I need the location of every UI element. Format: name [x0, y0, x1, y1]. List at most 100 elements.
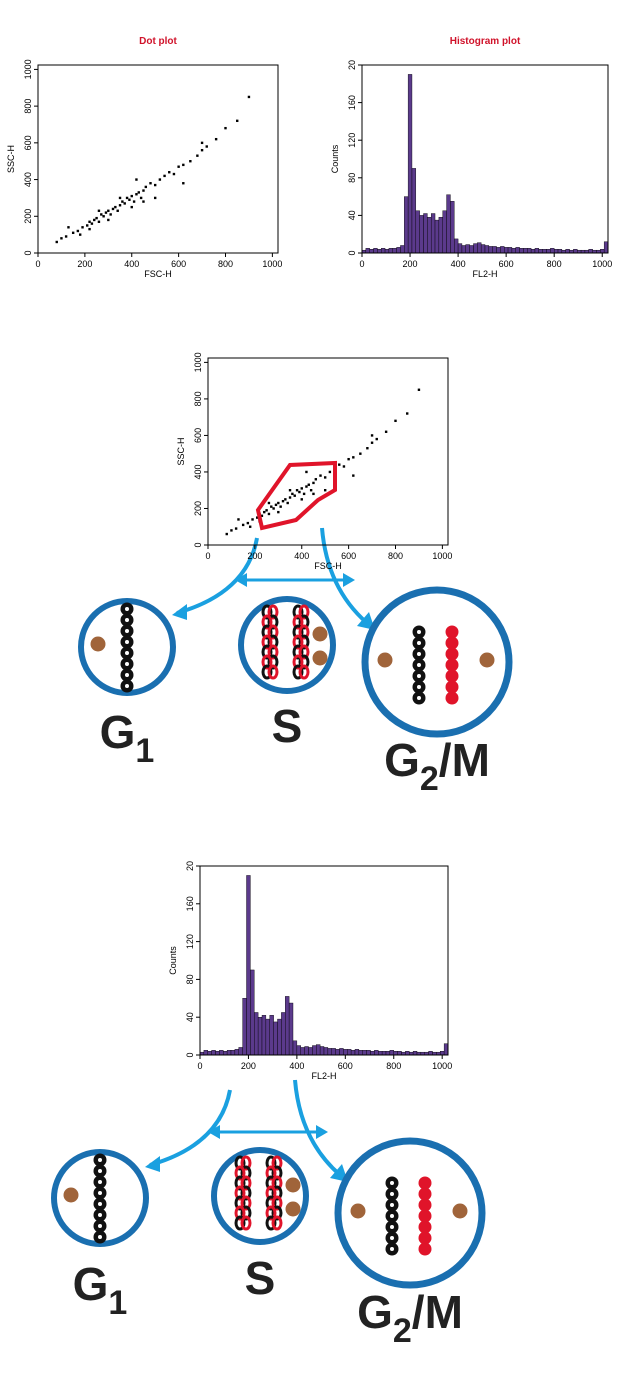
bar [411, 168, 417, 254]
bar [542, 249, 547, 254]
chromatid-centre [98, 1180, 102, 1184]
bar [292, 1040, 298, 1056]
strand [261, 654, 273, 670]
y-tick-label: 0 [193, 542, 203, 547]
y-axis-label: SSC-H [176, 437, 186, 465]
bar [511, 248, 516, 254]
bar [427, 217, 432, 254]
chromatid [418, 1198, 432, 1212]
chromatid-centre [417, 641, 421, 645]
bar [277, 1018, 282, 1056]
dot [163, 174, 166, 178]
bar [285, 996, 290, 1056]
nucleolus [90, 636, 106, 652]
x-tick-label: 800 [386, 1061, 401, 1071]
bar [423, 213, 428, 254]
chromatid-centre [125, 673, 129, 677]
x-axis-label: FL2-H [472, 269, 497, 279]
plot-frame [207, 357, 449, 546]
strand [265, 1165, 277, 1181]
bar [365, 248, 370, 254]
chromatid [445, 647, 459, 661]
bar [496, 247, 501, 254]
phase-label: G2/M [357, 1286, 463, 1350]
bar [288, 1002, 294, 1056]
chromatid [445, 680, 459, 694]
bar [354, 1049, 360, 1056]
strand [240, 1205, 252, 1221]
y-tick-label: 600 [193, 428, 203, 443]
strand [298, 624, 310, 640]
bar [308, 1047, 313, 1056]
chromatid-centre [390, 1181, 394, 1185]
y-tick-label: 0 [185, 1052, 195, 1057]
dot [338, 463, 341, 466]
strand [271, 1175, 283, 1191]
phase-subscript: 2 [393, 1312, 412, 1350]
bar [546, 249, 551, 254]
bar [238, 1047, 243, 1056]
y-tick-label: 120 [347, 133, 357, 148]
dot [375, 437, 378, 441]
strand [271, 1215, 283, 1231]
histogram-plot: 0 200 400 600 800 1000 0 40 80 120 160 20 FL2-H Count… [330, 60, 612, 279]
dot [71, 231, 75, 235]
dot [247, 95, 251, 99]
dot [366, 447, 369, 450]
chromatid-centre [125, 684, 129, 688]
dot [196, 154, 199, 157]
strand [267, 634, 279, 650]
bar [331, 1048, 336, 1056]
arrow-head [357, 612, 375, 630]
dot [189, 160, 192, 163]
y-tick-label: 120 [185, 934, 195, 949]
bar [397, 1051, 402, 1056]
x-tick-label: 800 [388, 551, 403, 561]
cell [334, 1137, 486, 1289]
chromatid [418, 1209, 432, 1223]
dot [139, 196, 143, 200]
bar [405, 1051, 410, 1056]
chromatid [445, 691, 459, 705]
bar [223, 1051, 228, 1056]
plot-frame [199, 865, 449, 1056]
strand [292, 664, 304, 680]
x-tick-label: 1000 [432, 551, 452, 561]
dot-plot: 0 200 400 600 800 1000 0 200 400 600 800 1000 FSC-H S… [6, 59, 282, 279]
strand [265, 1205, 277, 1221]
chromatid-centre [125, 662, 129, 666]
dot [55, 240, 58, 244]
dot [121, 200, 124, 203]
dot [342, 465, 346, 468]
dot [394, 419, 397, 423]
x-tick-label: 1000 [432, 1061, 452, 1071]
bar [419, 215, 424, 254]
nucleolus [452, 1203, 468, 1219]
cell [361, 586, 513, 738]
x-tick-label: 200 [403, 259, 418, 269]
dot [230, 529, 233, 532]
bar [440, 1051, 445, 1056]
dot [107, 209, 110, 212]
dot [88, 220, 91, 223]
bar [335, 1049, 340, 1056]
dot [246, 521, 250, 525]
dot [323, 476, 327, 479]
dot [224, 126, 227, 130]
arrow-head [172, 604, 187, 620]
strand [267, 644, 279, 660]
strand [261, 624, 273, 640]
dot [298, 490, 301, 494]
strand [292, 624, 304, 640]
bar [473, 243, 478, 254]
bar [339, 1048, 344, 1056]
dot [95, 216, 98, 220]
bar [207, 1051, 212, 1056]
bar [400, 245, 405, 254]
dot [107, 218, 110, 222]
chromatid-centre [125, 618, 129, 622]
chromatid [445, 669, 459, 683]
bar [428, 1051, 433, 1056]
phase-label: G1 [100, 706, 155, 770]
strand [234, 1155, 246, 1171]
